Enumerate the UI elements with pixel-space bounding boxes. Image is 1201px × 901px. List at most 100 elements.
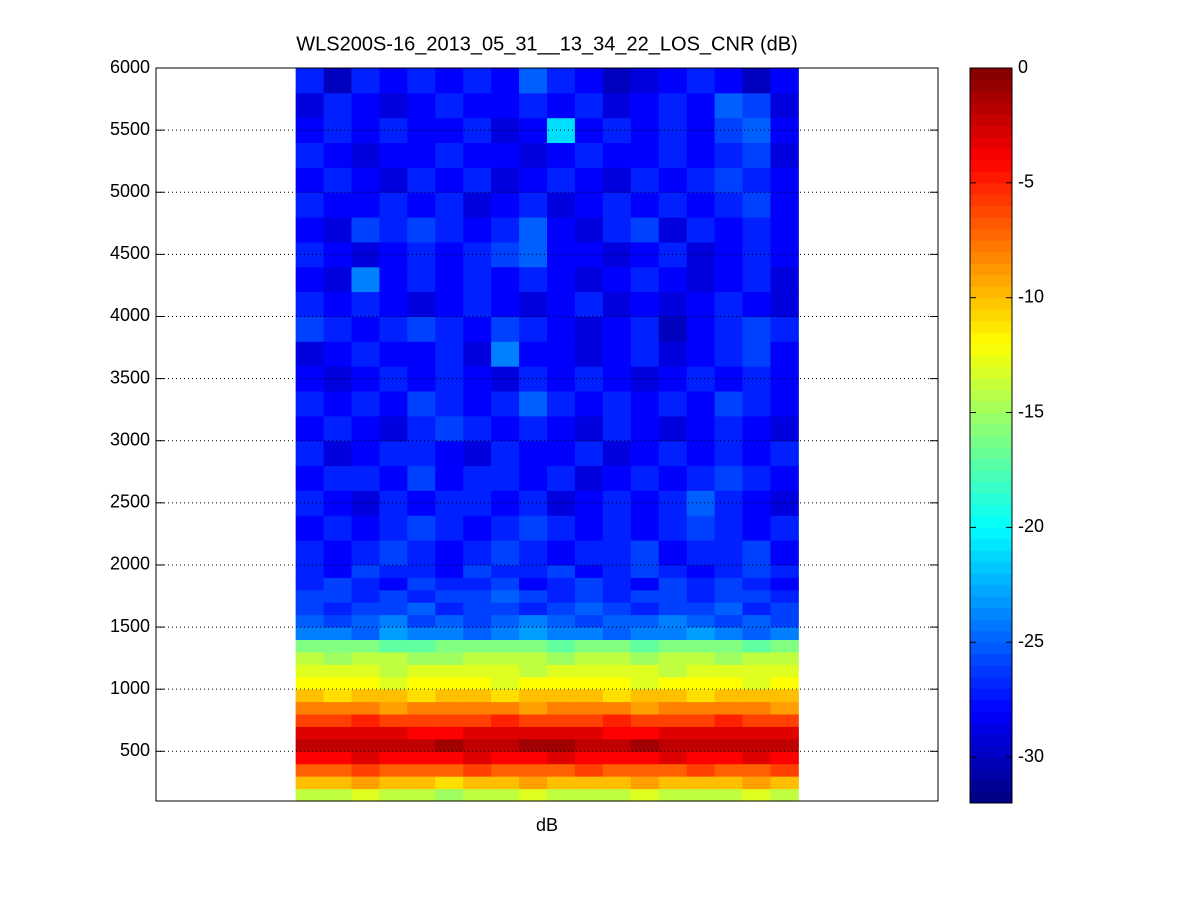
heatmap-cell <box>435 763 464 777</box>
heatmap-cell <box>742 92 771 119</box>
heatmap-cell <box>379 465 408 491</box>
heatmap-cell <box>714 564 743 578</box>
heatmap-cell <box>630 664 660 678</box>
heatmap-cell <box>491 751 520 765</box>
heatmap-cell <box>574 726 604 740</box>
y-tick-label: 3000 <box>110 429 150 449</box>
heatmap-cell <box>686 440 716 467</box>
heatmap-cell <box>351 589 380 603</box>
heatmap-cell <box>658 341 688 367</box>
heatmap-cell <box>714 751 743 765</box>
heatmap-cell <box>379 788 408 802</box>
heatmap-cell <box>770 726 799 740</box>
colorbar-frame <box>969 67 1013 804</box>
colorbar-swatch <box>970 171 1012 184</box>
heatmap-cell <box>323 676 352 690</box>
heatmap-cell <box>602 701 632 715</box>
heatmap-cell <box>742 564 771 578</box>
heatmap-cell <box>658 651 688 665</box>
heatmap-cell <box>379 142 408 168</box>
heatmap-cell <box>714 714 743 727</box>
heatmap-cell <box>323 142 352 168</box>
heatmap-cell <box>407 167 436 193</box>
heatmap-cell <box>519 167 548 193</box>
heatmap-cell <box>435 440 464 467</box>
heatmap-cell <box>547 676 576 690</box>
heatmap-cell <box>491 515 520 541</box>
heatmap-cell <box>770 440 799 467</box>
heatmap-cell <box>351 627 380 640</box>
heatmap-cell <box>602 266 632 293</box>
heatmap-cell <box>770 701 799 715</box>
heatmap-cell <box>463 701 492 715</box>
y-tick-label: 3500 <box>110 367 150 387</box>
heatmap-cell <box>574 415 604 442</box>
heatmap-cell <box>602 68 632 94</box>
heatmap-cell <box>519 738 548 752</box>
heatmap-cell <box>547 167 576 193</box>
heatmap-cell <box>519 577 548 591</box>
heatmap-cell <box>547 763 576 777</box>
colorbar-swatch <box>970 182 1012 195</box>
y-tick-label: 4000 <box>110 305 150 325</box>
heatmap-cell <box>491 714 520 727</box>
heatmap-cell <box>658 763 688 777</box>
heatmap-cell <box>323 689 352 703</box>
heatmap-cell <box>519 763 548 777</box>
heatmap-cell <box>547 366 576 392</box>
heatmap-cell <box>407 676 436 690</box>
heatmap-cell <box>630 92 660 119</box>
heatmap-cell <box>574 391 604 417</box>
heatmap-cell <box>519 515 548 541</box>
heatmap-cell <box>379 515 408 541</box>
heatmap-cell <box>519 68 548 94</box>
heatmap-cell <box>379 92 408 119</box>
heatmap-cell <box>602 117 632 144</box>
heatmap-cell <box>770 664 799 678</box>
heatmap-cell <box>602 651 632 665</box>
heatmap-cell <box>714 763 743 777</box>
heatmap-cell <box>547 316 576 342</box>
colorbar-swatch <box>970 676 1012 689</box>
heatmap-cell <box>463 391 492 417</box>
heatmap-cell <box>323 117 352 144</box>
colorbar-swatch <box>970 768 1012 781</box>
heatmap-cell <box>547 614 576 628</box>
heatmap-cell <box>770 540 799 566</box>
heatmap-cell <box>491 142 520 168</box>
heatmap-cell <box>742 714 771 727</box>
heatmap-cell <box>602 192 632 218</box>
heatmap-cell <box>295 689 325 703</box>
heatmap-cell <box>295 763 325 777</box>
heatmap-cell <box>630 142 660 168</box>
heatmap-cell <box>519 192 548 218</box>
heatmap-cell <box>770 564 799 578</box>
heatmap-cell <box>407 602 436 616</box>
colorbar-swatch <box>970 159 1012 172</box>
heatmap-cell <box>519 341 548 367</box>
colorbar-swatch <box>970 492 1012 505</box>
heatmap-cell <box>602 614 632 628</box>
heatmap-cell <box>547 602 576 616</box>
heatmap-cell <box>658 391 688 417</box>
heatmap-cell <box>407 192 436 218</box>
colorbar-swatch <box>970 791 1012 804</box>
heatmap-cell <box>602 689 632 703</box>
heatmap-cell <box>547 751 576 765</box>
heatmap-cell <box>658 192 688 218</box>
heatmap-cell <box>435 627 464 640</box>
heatmap-cell <box>742 217 771 243</box>
heatmap-cell <box>351 465 380 491</box>
colorbar-swatch <box>970 665 1012 678</box>
heatmap-cell <box>547 515 576 541</box>
heatmap-cell <box>742 788 771 802</box>
heatmap-cell <box>547 564 576 578</box>
heatmap-cell <box>714 192 743 218</box>
heatmap-cell <box>714 627 743 640</box>
heatmap-cell <box>463 651 492 665</box>
colorbar-swatch <box>970 757 1012 770</box>
heatmap-cell <box>295 167 325 193</box>
colorbar-swatch <box>970 90 1012 103</box>
heatmap-cell <box>519 776 548 790</box>
heatmap-cell <box>519 714 548 727</box>
